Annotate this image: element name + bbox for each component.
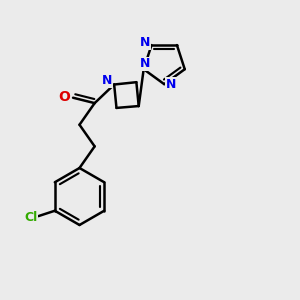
Text: N: N <box>140 36 151 49</box>
Text: N: N <box>140 57 151 70</box>
Text: N: N <box>102 74 113 87</box>
Text: N: N <box>166 78 176 91</box>
Text: Cl: Cl <box>24 212 38 224</box>
Text: O: O <box>59 90 70 104</box>
